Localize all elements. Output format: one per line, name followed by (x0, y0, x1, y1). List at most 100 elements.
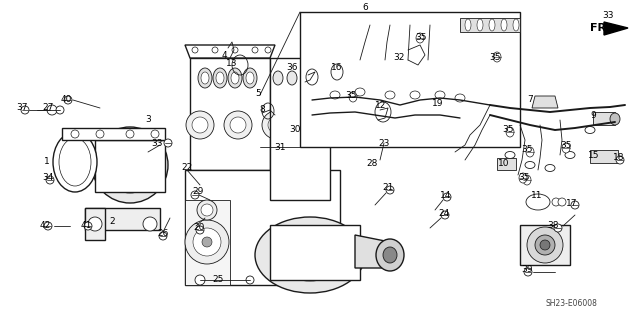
Text: 19: 19 (432, 99, 444, 108)
Text: 38: 38 (547, 220, 559, 229)
Ellipse shape (585, 127, 595, 133)
Ellipse shape (195, 275, 205, 285)
Ellipse shape (243, 68, 257, 88)
Ellipse shape (493, 52, 501, 62)
Polygon shape (190, 58, 270, 170)
Text: 39: 39 (521, 265, 532, 275)
Ellipse shape (252, 47, 258, 53)
Ellipse shape (288, 239, 332, 271)
Ellipse shape (552, 198, 560, 206)
Polygon shape (355, 235, 390, 268)
Text: 35: 35 (560, 140, 572, 150)
Ellipse shape (192, 117, 208, 133)
Ellipse shape (306, 117, 322, 133)
Ellipse shape (198, 68, 212, 88)
Polygon shape (590, 150, 618, 163)
Ellipse shape (126, 130, 134, 138)
Ellipse shape (501, 19, 507, 31)
Text: 17: 17 (566, 198, 578, 207)
Polygon shape (593, 112, 615, 125)
Polygon shape (270, 58, 330, 200)
Ellipse shape (47, 105, 57, 115)
Ellipse shape (185, 220, 229, 264)
Ellipse shape (545, 165, 555, 172)
Ellipse shape (331, 64, 343, 80)
Ellipse shape (102, 137, 158, 193)
Ellipse shape (122, 157, 138, 173)
Polygon shape (270, 225, 360, 280)
Polygon shape (460, 18, 520, 32)
Text: 6: 6 (362, 4, 368, 12)
Ellipse shape (268, 117, 284, 133)
Ellipse shape (455, 94, 465, 102)
Polygon shape (532, 96, 558, 108)
Ellipse shape (287, 71, 297, 85)
Text: 35: 35 (518, 174, 530, 182)
Text: 13: 13 (227, 58, 237, 68)
Text: 36: 36 (286, 63, 298, 72)
Text: 35: 35 (502, 125, 514, 135)
Ellipse shape (385, 91, 395, 99)
Text: 22: 22 (181, 164, 193, 173)
Ellipse shape (300, 111, 328, 139)
Ellipse shape (273, 71, 283, 85)
Polygon shape (185, 200, 230, 285)
Text: 16: 16 (332, 63, 343, 72)
Polygon shape (185, 45, 275, 58)
Ellipse shape (201, 204, 213, 216)
Text: 29: 29 (192, 188, 204, 197)
Ellipse shape (506, 127, 514, 137)
Text: 11: 11 (531, 191, 543, 201)
Text: 14: 14 (440, 190, 452, 199)
Ellipse shape (330, 91, 340, 99)
Ellipse shape (349, 92, 357, 102)
Ellipse shape (519, 173, 527, 183)
Ellipse shape (212, 47, 218, 53)
Ellipse shape (64, 96, 72, 104)
Ellipse shape (53, 132, 97, 192)
Polygon shape (520, 225, 570, 265)
Ellipse shape (232, 47, 238, 53)
Ellipse shape (441, 211, 449, 219)
Text: 33: 33 (151, 138, 163, 147)
Text: 41: 41 (80, 220, 92, 229)
Ellipse shape (159, 232, 167, 240)
Text: 3: 3 (145, 115, 151, 124)
Ellipse shape (96, 130, 104, 138)
Ellipse shape (616, 156, 624, 164)
Text: 23: 23 (378, 138, 390, 147)
Ellipse shape (300, 247, 320, 263)
Polygon shape (62, 128, 165, 140)
Ellipse shape (224, 111, 252, 139)
Ellipse shape (84, 222, 92, 230)
Text: 4: 4 (221, 51, 227, 61)
Ellipse shape (201, 72, 209, 84)
Ellipse shape (265, 47, 271, 53)
Ellipse shape (192, 47, 198, 53)
Ellipse shape (525, 161, 535, 168)
Ellipse shape (513, 19, 519, 31)
Ellipse shape (71, 130, 79, 138)
Ellipse shape (505, 152, 515, 159)
Ellipse shape (255, 217, 365, 293)
Ellipse shape (213, 68, 227, 88)
Ellipse shape (562, 143, 570, 153)
Polygon shape (85, 208, 160, 230)
Ellipse shape (355, 88, 365, 96)
Polygon shape (85, 208, 105, 240)
Ellipse shape (46, 176, 54, 184)
Text: 33: 33 (602, 11, 614, 19)
Ellipse shape (554, 224, 562, 232)
Polygon shape (497, 158, 516, 170)
Ellipse shape (196, 226, 204, 234)
Text: 40: 40 (60, 95, 72, 105)
Text: 25: 25 (212, 276, 224, 285)
Ellipse shape (526, 194, 550, 210)
Ellipse shape (262, 111, 290, 139)
Ellipse shape (524, 268, 532, 276)
Text: 9: 9 (590, 112, 596, 121)
Text: 28: 28 (366, 159, 378, 167)
Ellipse shape (92, 127, 168, 203)
Polygon shape (95, 140, 165, 192)
Text: 1: 1 (44, 158, 50, 167)
